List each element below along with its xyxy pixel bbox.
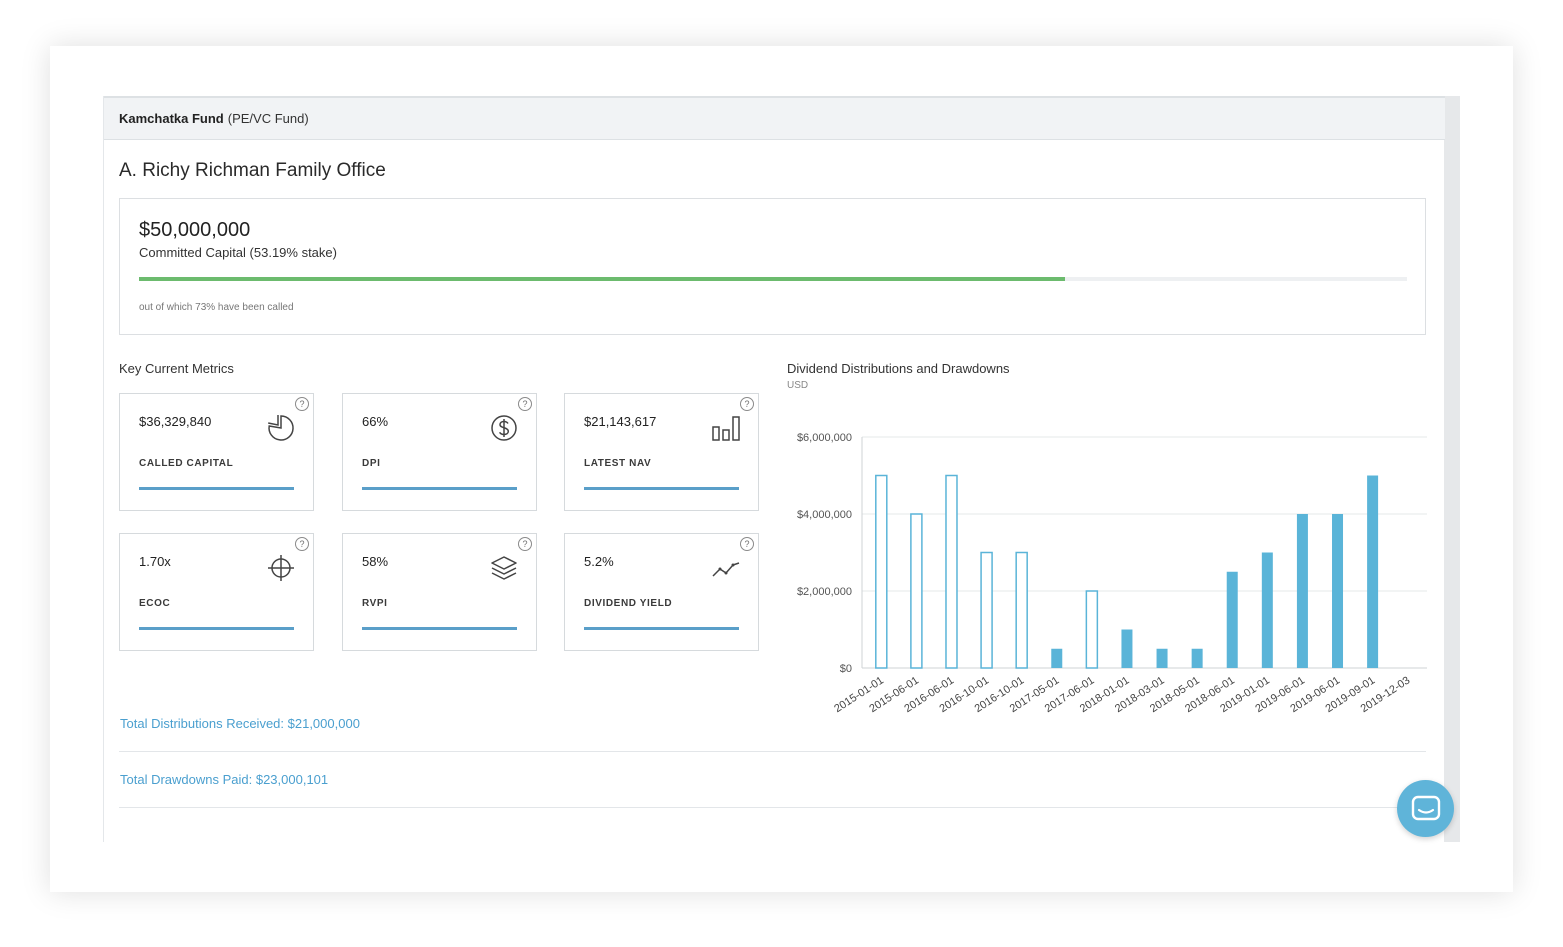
metric-label: DIVIDEND YIELD [584, 598, 673, 609]
crosshair-icon [268, 555, 294, 581]
committed-capital-card: $50,000,000 Committed Capital (53.19% st… [119, 198, 1426, 335]
metric-card-dividend-yield: ? 5.2% DIVIDEND YIELD [564, 533, 759, 651]
committed-amount: $50,000,000 [139, 219, 251, 241]
metric-value: 5.2% [584, 554, 614, 569]
pie-chart-icon [268, 415, 294, 441]
metric-bar [362, 627, 517, 630]
metric-value: 1.70x [139, 554, 171, 569]
drawdown-bar [1332, 514, 1344, 668]
scrollbar[interactable] [1444, 96, 1460, 842]
help-icon[interactable]: ? [518, 397, 532, 411]
metric-card-dpi: ? 66% DPI [342, 393, 537, 511]
help-icon[interactable]: ? [740, 397, 754, 411]
drawdown-bar [1367, 475, 1379, 668]
distribution-bar [945, 474, 958, 669]
metric-value: $21,143,617 [584, 414, 657, 429]
help-icon[interactable]: ? [518, 537, 532, 551]
fund-header: Kamchatka Fund (PE/VC Fund) [104, 96, 1445, 140]
help-icon[interactable]: ? [295, 397, 309, 411]
page-title: A. Richy Richman Family Office [119, 160, 386, 181]
called-note: out of which 73% have been called [139, 302, 294, 313]
drawdown-bar [1296, 514, 1308, 668]
y-tick-label: $2,000,000 [797, 586, 852, 598]
metric-value: 58% [362, 554, 389, 569]
metric-card-latest-nav: ? $21,143,617 LATEST NAV [564, 393, 759, 511]
metric-bar [139, 487, 294, 490]
distributions-chart: $0$2,000,000$4,000,000$6,000,0002015-01-… [797, 432, 1427, 715]
drawdown-bar [1261, 552, 1273, 668]
distribution-bar [980, 551, 993, 669]
fund-type: (PE/VC Fund) [227, 111, 309, 126]
metric-bar [584, 627, 739, 630]
fund-panel: Kamchatka Fund (PE/VC Fund) A. Richy Ric… [103, 96, 1460, 842]
distribution-bar [1085, 590, 1099, 669]
total-distributions-link[interactable]: Total Distributions Received: $21,000,00… [119, 696, 1426, 752]
key-metrics-title: Key Current Metrics [119, 361, 234, 376]
distribution-bar [1015, 551, 1028, 669]
metric-label: CALLED CAPITAL [139, 458, 234, 469]
chat-icon [1411, 795, 1440, 820]
chart-unit: USD [787, 380, 809, 391]
drawdown-bar [1156, 648, 1168, 668]
chat-launcher-button[interactable] [1397, 780, 1454, 837]
drawdown-bar [1226, 571, 1238, 668]
metric-card-rvpi: ? 58% RVPI [342, 533, 537, 651]
called-progress-fill [139, 277, 1065, 281]
trend-line-icon [712, 562, 740, 577]
layers-icon [491, 556, 517, 580]
metric-bar [139, 627, 294, 630]
chart-title: Dividend Distributions and Drawdowns [787, 361, 1010, 376]
fund-name: Kamchatka Fund [119, 111, 224, 126]
metric-card-called-capital: ? $36,329,840 CALLED CAPITAL [119, 393, 314, 511]
drawdown-bar [1191, 648, 1203, 668]
metric-bar [584, 487, 739, 490]
drawdown-bar [1051, 648, 1063, 668]
metric-value: 66% [362, 414, 389, 429]
metric-label: LATEST NAV [584, 458, 652, 469]
y-tick-label: $6,000,000 [797, 432, 852, 444]
help-icon[interactable]: ? [295, 537, 309, 551]
called-progress-bar [139, 277, 1407, 281]
metric-value: $36,329,840 [139, 414, 212, 429]
metric-label: RVPI [362, 598, 388, 609]
y-tick-label: $0 [840, 663, 852, 675]
help-icon[interactable]: ? [740, 537, 754, 551]
metric-card-ecoc: ? 1.70x ECOC [119, 533, 314, 651]
drawdown-bar [1121, 629, 1133, 668]
metric-bar [362, 487, 517, 490]
y-tick-label: $4,000,000 [797, 509, 852, 521]
metric-label: ECOC [139, 598, 171, 609]
distribution-bar [875, 474, 888, 669]
distribution-bar [910, 513, 923, 669]
dollar-circle-icon [491, 415, 517, 441]
total-drawdowns-link[interactable]: Total Drawdowns Paid: $23,000,101 [119, 752, 1426, 808]
committed-label: Committed Capital (53.19% stake) [139, 245, 337, 260]
bar-chart-icon [712, 416, 740, 441]
metric-label: DPI [362, 458, 381, 469]
